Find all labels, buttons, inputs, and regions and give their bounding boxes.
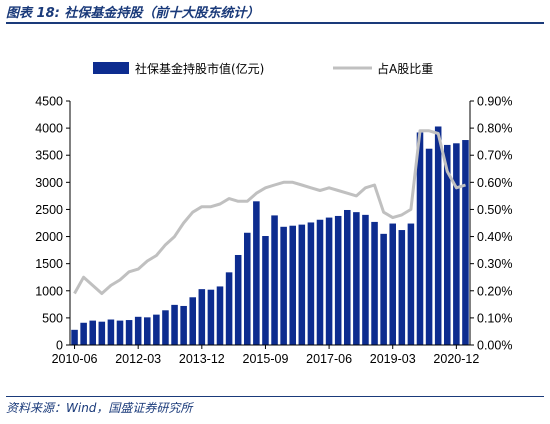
x-tick-label: 2012-03	[115, 352, 161, 366]
x-tick-label: 2017-06	[306, 352, 352, 366]
left-tick-label: 500	[42, 311, 63, 325]
left-tick-label: 3500	[35, 149, 63, 163]
bar	[180, 305, 187, 345]
bar	[416, 132, 424, 345]
left-tick-label: 3000	[35, 176, 63, 190]
left-tick-label: 0	[56, 339, 63, 353]
right-tick-label: 0.70%	[477, 149, 512, 163]
figure-title: 图表 18: 社保基金持股（前十大股东统计）	[6, 6, 260, 21]
bar	[225, 272, 233, 345]
left-tick-label: 4000	[35, 122, 63, 136]
x-axis-ticks: 2010-06 2012-03 2013-12 2015-09 2017-06 2019-…	[52, 345, 479, 366]
bar	[80, 322, 87, 345]
x-tick-label: 2010-06	[52, 352, 98, 366]
right-tick-label: 0.90%	[477, 95, 512, 109]
bar	[298, 224, 306, 345]
bar	[434, 126, 442, 346]
bar	[144, 317, 151, 345]
title-divider	[6, 22, 544, 24]
bar	[125, 320, 133, 345]
right-tick-label: 0.20%	[477, 284, 512, 298]
bar	[389, 223, 396, 345]
x-tick-label: 2020-12	[433, 352, 479, 366]
left-axis-ticks: 0 500 1000 1500 2000 2500 3000 3500 4000 4500	[35, 95, 70, 353]
axes	[69, 101, 471, 346]
bar	[271, 215, 278, 345]
bar	[89, 320, 96, 345]
bar	[71, 329, 78, 345]
bar	[189, 297, 196, 345]
x-tick-label: 2015-09	[243, 352, 289, 366]
bar	[216, 286, 224, 345]
bar	[253, 201, 260, 345]
legend-line-label: 占A股比重	[377, 61, 433, 76]
bar	[462, 140, 469, 345]
bar	[134, 316, 142, 345]
right-tick-label: 0.50%	[477, 203, 512, 217]
share-line	[73, 129, 466, 295]
bar	[307, 222, 315, 345]
right-axis-ticks: 0.00% 0.10% 0.20% 0.30% 0.40% 0.50% 0.60% 0.70%…	[470, 95, 512, 353]
left-tick-label: 4500	[35, 95, 63, 109]
left-tick-label: 1000	[35, 284, 63, 298]
bar	[107, 319, 115, 345]
bar	[289, 225, 296, 345]
legend: 社保基金持股市值(亿元) 占A股比重	[93, 61, 433, 76]
bar	[234, 254, 242, 345]
bar	[162, 310, 169, 345]
legend-bar-label: 社保基金持股市值(亿元)	[135, 61, 264, 76]
source-note: 资料来源：Wind，国盛证券研究所	[6, 401, 193, 415]
bar	[207, 289, 215, 345]
bar-series	[71, 126, 469, 346]
bar	[453, 143, 460, 345]
bar	[362, 214, 369, 345]
bar	[398, 230, 406, 345]
left-tick-label: 2000	[35, 230, 63, 244]
bar	[262, 236, 269, 345]
legend-bar-swatch	[93, 62, 129, 74]
bar	[198, 289, 206, 345]
x-tick-label: 2019-03	[370, 352, 416, 366]
bar	[116, 320, 124, 345]
right-tick-label: 0.40%	[477, 230, 512, 244]
bar	[316, 219, 324, 345]
bar	[280, 226, 287, 345]
right-tick-label: 0.60%	[477, 176, 512, 190]
bar	[380, 233, 387, 345]
right-tick-label: 0.10%	[477, 311, 512, 325]
bar	[325, 217, 333, 345]
bar	[244, 232, 251, 345]
bar	[171, 304, 178, 345]
bar	[444, 144, 451, 345]
source-divider	[6, 396, 544, 397]
bar	[407, 223, 415, 345]
right-tick-label: 0.80%	[477, 122, 512, 136]
right-tick-label: 0.30%	[477, 257, 512, 271]
bar	[153, 314, 160, 345]
left-tick-label: 1500	[35, 257, 63, 271]
bar	[371, 221, 378, 345]
right-tick-label: 0.00%	[477, 339, 512, 353]
bar	[353, 212, 360, 345]
x-tick-label: 2013-12	[179, 352, 225, 366]
bar	[425, 148, 433, 345]
left-tick-label: 2500	[35, 203, 63, 217]
bar	[334, 215, 342, 345]
bar	[344, 209, 351, 345]
bar	[98, 321, 106, 345]
